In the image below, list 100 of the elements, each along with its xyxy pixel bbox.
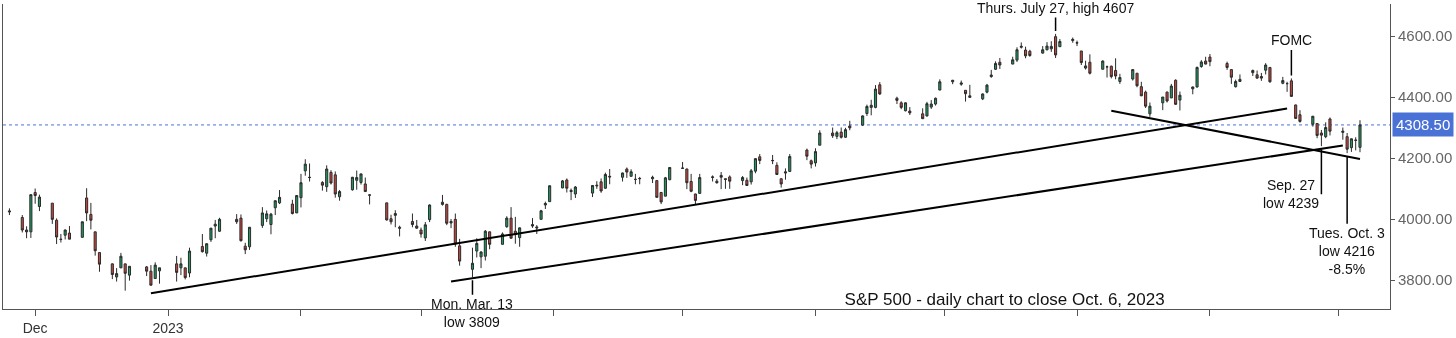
- candlestick: [573, 185, 577, 199]
- candlestick: [239, 213, 243, 243]
- candlestick: [1101, 59, 1105, 70]
- candlestick: [895, 96, 899, 105]
- candlestick: [149, 264, 153, 286]
- candlestick: [1358, 119, 1362, 153]
- candlestick: [603, 172, 607, 190]
- candlestick: [994, 60, 998, 71]
- candlestick: [1015, 46, 1019, 63]
- annotation: Tues. Oct. 3 low 4216 -8.5%: [1309, 225, 1385, 278]
- candlestick: [599, 177, 603, 194]
- candlestick: [1174, 78, 1178, 106]
- candlestick: [303, 158, 307, 177]
- candlestick: [458, 238, 462, 267]
- candlestick: [861, 114, 865, 127]
- candlestick: [608, 168, 612, 185]
- annotation: Sep. 27 low 4239: [1263, 177, 1320, 212]
- candlestick: [638, 176, 642, 185]
- candlestick: [1079, 50, 1083, 66]
- candlestick: [560, 179, 565, 189]
- candlestick: [415, 219, 419, 230]
- candlestick: [1054, 33, 1058, 59]
- candlestick: [968, 84, 972, 99]
- candlestick: [1294, 104, 1298, 120]
- candlestick: [1041, 45, 1045, 55]
- candlestick: [470, 247, 475, 278]
- candlestick: [175, 255, 179, 283]
- y-tick-label: 4600.00: [1398, 27, 1453, 45]
- candlestick: [933, 97, 938, 107]
- candlestick: [775, 161, 779, 176]
- text: S&P 500 - daily chart to close Oct. 6, 2023: [844, 290, 1165, 310]
- candlestick: [1114, 57, 1118, 80]
- candlestick: [651, 175, 655, 184]
- candlestick: [1341, 127, 1345, 141]
- candlestick: [998, 57, 1002, 70]
- candlestick: [711, 174, 715, 183]
- candlestick: [1071, 37, 1075, 44]
- candlestick: [899, 100, 903, 110]
- candlestick: [213, 219, 217, 239]
- candlestick: [187, 247, 192, 278]
- candlestick: [548, 184, 552, 203]
- candlestick: [963, 89, 968, 103]
- candlestick: [831, 127, 835, 139]
- candlestick: [260, 206, 264, 229]
- candlestick: [209, 227, 213, 243]
- candlestick: [7, 207, 11, 216]
- annotation: FOMC: [1271, 32, 1313, 48]
- candlestick: [565, 177, 569, 193]
- y-tick-label: 3800.00: [1398, 271, 1453, 289]
- candlestick: [247, 226, 252, 251]
- candlestick: [903, 102, 908, 112]
- candlestick: [428, 203, 432, 223]
- candlestick: [715, 178, 719, 185]
- ref-line-label: 4308.50: [1396, 116, 1451, 133]
- x-tick-label: 2023: [152, 319, 184, 336]
- candlestick: [771, 154, 775, 165]
- candlestick: [89, 202, 93, 230]
- candlestick: [985, 83, 989, 94]
- candlestick: [325, 164, 329, 193]
- candlestick: [569, 188, 573, 201]
- candlestick: [200, 233, 204, 254]
- candlestick: [1225, 61, 1229, 71]
- candlestick: [723, 178, 727, 190]
- candlestick: [1118, 73, 1122, 85]
- annotation: Thurs. July 27, high 4607: [977, 0, 1135, 16]
- candlestick: [50, 202, 54, 225]
- candlestick: [625, 166, 629, 179]
- candlestick: [1251, 69, 1255, 77]
- candlestick: [368, 193, 372, 205]
- candlestick: [1268, 66, 1272, 84]
- candlestick: [410, 213, 414, 228]
- candlestick: [981, 92, 985, 101]
- candlestick: [423, 221, 427, 242]
- candlestick: [385, 202, 389, 222]
- candlestick: [1105, 65, 1109, 78]
- candlestick: [728, 174, 732, 190]
- candlestick: [355, 170, 359, 191]
- y-tick-label: 4000.00: [1398, 210, 1453, 228]
- candlestick: [1255, 69, 1259, 80]
- candlestick: [839, 127, 843, 139]
- candlestick: [1135, 72, 1139, 88]
- candlestick: [115, 267, 119, 283]
- candlestick: [363, 177, 367, 193]
- y-tick-label: 4200.00: [1398, 149, 1453, 167]
- candlestick: [55, 217, 59, 245]
- candlestick: [848, 120, 852, 131]
- candlestick: [1024, 46, 1028, 59]
- candlestick: [779, 177, 783, 189]
- annotation: Mon. Mar. 13 low 3809: [431, 296, 513, 331]
- candlestick: [989, 69, 993, 79]
- candlestick: [1088, 53, 1092, 75]
- candlestick: [1028, 49, 1032, 58]
- candlestick: [543, 201, 547, 210]
- candlestick: [37, 194, 41, 212]
- candlestick: [938, 78, 942, 91]
- candlestick: [1229, 68, 1233, 85]
- candlestick: [290, 199, 294, 215]
- candlestick: [629, 168, 633, 177]
- candlestick: [1019, 41, 1023, 50]
- candlestick: [1285, 81, 1289, 93]
